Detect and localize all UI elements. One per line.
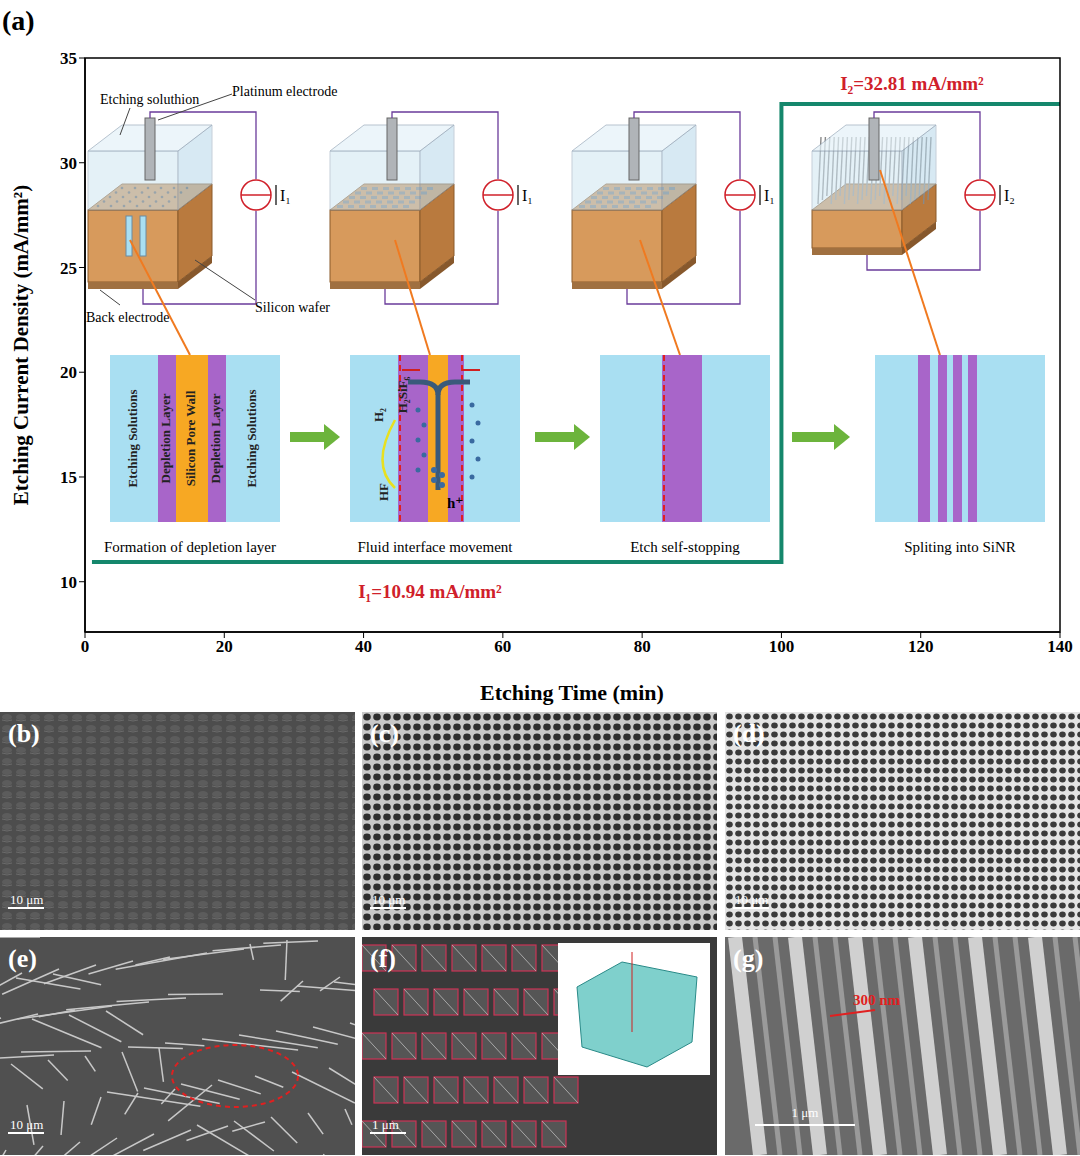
svg-text:1 μm: 1 μm: [792, 1105, 819, 1120]
svg-text:Silicon Pore Wall: Silicon Pore Wall: [183, 390, 198, 486]
svg-text:(d): (d): [733, 719, 765, 748]
svg-text:h⁺: h⁺: [447, 495, 463, 511]
svg-text:H₂SiF₆: H₂SiF₆: [395, 377, 410, 414]
svg-text:I₁=10.94 mA/mm²: I₁=10.94 mA/mm²: [358, 581, 502, 602]
svg-text:Etching Time (min): Etching Time (min): [480, 680, 664, 705]
svg-text:100: 100: [769, 637, 795, 656]
svg-text:(f): (f): [370, 944, 396, 973]
svg-text:10 μm: 10 μm: [372, 892, 405, 907]
svg-text:I₁: I₁: [522, 187, 533, 204]
svg-text:I₂=32.81 mA/mm²: I₂=32.81 mA/mm²: [840, 73, 984, 94]
svg-text:Etching soluthion: Etching soluthion: [100, 92, 199, 107]
svg-text:30: 30: [60, 154, 77, 173]
svg-text:0: 0: [81, 637, 90, 656]
svg-text:10 μm: 10 μm: [10, 1117, 43, 1132]
svg-text:35: 35: [60, 49, 77, 68]
svg-text:60: 60: [494, 637, 511, 656]
svg-text:20: 20: [216, 637, 233, 656]
svg-text:Fluid interface movement: Fluid interface movement: [358, 539, 514, 555]
svg-text:Spliting into SiNR: Spliting into SiNR: [904, 539, 1016, 555]
svg-text:40: 40: [355, 637, 372, 656]
svg-text:Etching Current Density (mA/mm: Etching Current Density (mA/mm²): [9, 185, 33, 505]
svg-text:10: 10: [60, 573, 77, 592]
svg-text:Depletion Layer: Depletion Layer: [208, 393, 223, 483]
svg-text:Etching Solutions: Etching Solutions: [244, 390, 259, 488]
svg-text:140: 140: [1047, 637, 1072, 656]
svg-text:15: 15: [60, 468, 77, 487]
svg-text:HF: HF: [376, 483, 391, 501]
svg-text:(e): (e): [8, 944, 37, 973]
svg-text:Back electrode: Back electrode: [86, 310, 170, 325]
svg-text:300 nm: 300 nm: [853, 992, 901, 1008]
svg-text:80: 80: [634, 637, 651, 656]
svg-text:10 μm: 10 μm: [10, 892, 43, 907]
svg-text:(c): (c): [370, 719, 399, 748]
svg-text:120: 120: [908, 637, 934, 656]
svg-text:25: 25: [60, 259, 77, 278]
svg-text:1 μm: 1 μm: [372, 1117, 399, 1132]
svg-text:20: 20: [60, 363, 77, 382]
svg-text:10 μm: 10 μm: [735, 892, 768, 907]
svg-text:I₁: I₁: [764, 187, 775, 204]
svg-text:I₁: I₁: [280, 187, 291, 204]
svg-text:Etching Solutions: Etching Solutions: [125, 390, 140, 488]
svg-text:(b): (b): [8, 719, 40, 748]
svg-text:(a): (a): [8, 5, 35, 36]
svg-text:(g): (g): [733, 944, 763, 973]
svg-text:Silicon wafer: Silicon wafer: [255, 300, 330, 315]
svg-text:Platinum electrode: Platinum electrode: [232, 84, 337, 99]
svg-text:Formation of depletion layer: Formation of depletion layer: [104, 539, 276, 555]
svg-text:Etch self-stopping: Etch self-stopping: [630, 539, 740, 555]
svg-text:I₂: I₂: [1004, 187, 1015, 204]
svg-text:H₂: H₂: [371, 408, 386, 422]
svg-text:Depletion Layer: Depletion Layer: [158, 393, 173, 483]
